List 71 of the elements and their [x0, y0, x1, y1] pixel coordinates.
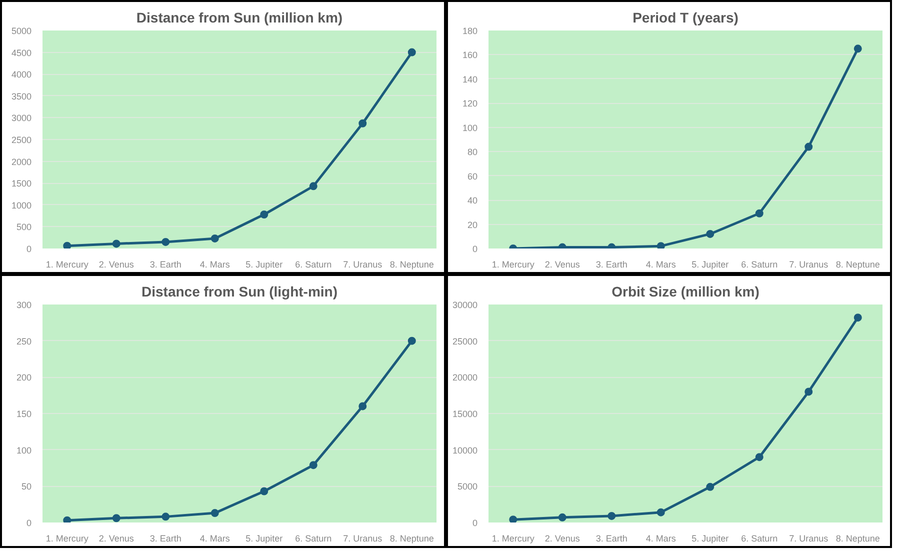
y-tick-label: 5000 [457, 482, 478, 492]
y-tick-label: 10000 [452, 445, 478, 456]
y-tick-label: 3000 [11, 113, 32, 124]
y-tick-label: 25000 [452, 336, 478, 346]
y-tick-label: 15000 [452, 409, 478, 419]
y-tick-label: 20000 [452, 372, 478, 383]
x-tick-label: 7. Uranus [343, 260, 383, 270]
y-tick-label: 0 [472, 518, 478, 528]
y-tick-label: 4500 [11, 48, 32, 58]
x-tick-label: 4. Mars [200, 260, 230, 270]
y-tick-label: 1500 [11, 178, 32, 189]
y-tick-label: 5000 [11, 26, 32, 36]
x-tick-label: 7. Uranus [789, 260, 829, 270]
x-tick-label: 4. Mars [646, 260, 676, 270]
y-tick-label: 180 [462, 26, 478, 36]
y-tick-label: 120 [462, 98, 478, 109]
y-tick-label: 2500 [11, 135, 32, 145]
x-tick-label: 6. Saturn [295, 260, 332, 270]
x-tick-label: 3. Earth [596, 260, 628, 270]
chart-title: Period T (years) [632, 10, 738, 26]
x-tick-label: 1. Mercury [492, 534, 535, 544]
x-tick-label: 1. Mercury [46, 260, 89, 270]
y-tick-label: 300 [16, 300, 32, 310]
x-tick-label: 3. Earth [150, 260, 182, 270]
y-tick-label: 160 [462, 50, 478, 60]
x-tick-label: 8. Neptune [836, 534, 880, 544]
y-tick-label: 80 [467, 147, 478, 158]
chart-title: Distance from Sun (light-min) [142, 284, 338, 300]
x-tick-label: 2. Venus [544, 260, 580, 270]
y-tick-label: 200 [16, 372, 32, 383]
y-tick-label: 30000 [452, 300, 478, 310]
x-tick-label: 1. Mercury [492, 260, 535, 270]
y-tick-label: 500 [16, 222, 32, 232]
x-tick-label: 5. Jupiter [692, 260, 729, 270]
x-tick-label: 5. Jupiter [246, 260, 283, 270]
x-tick-label: 2. Venus [98, 260, 134, 270]
chart-title: Distance from Sun (million km) [136, 10, 343, 26]
x-tick-label: 5. Jupiter [246, 534, 283, 544]
x-tick-label: 3. Earth [596, 534, 628, 544]
x-tick-label: 7. Uranus [789, 534, 829, 544]
x-tick-label: 5. Jupiter [692, 534, 729, 544]
y-tick-label: 140 [462, 74, 478, 84]
chart-title: Orbit Size (million km) [612, 284, 760, 300]
y-tick-label: 20 [467, 220, 478, 230]
y-tick-label: 50 [21, 482, 32, 492]
x-tick-label: 7. Uranus [343, 534, 383, 544]
y-tick-label: 40 [467, 196, 478, 206]
y-tick-label: 0 [26, 244, 32, 254]
x-tick-label: 6. Saturn [741, 534, 778, 544]
y-tick-label: 0 [26, 518, 32, 528]
x-tick-label: 2. Venus [544, 534, 580, 544]
x-tick-label: 6. Saturn [295, 534, 332, 544]
x-tick-label: 8. Neptune [390, 260, 434, 270]
x-tick-label: 2. Venus [98, 534, 134, 544]
y-tick-label: 0 [472, 244, 478, 254]
y-tick-label: 150 [16, 409, 32, 419]
x-tick-label: 4. Mars [646, 534, 676, 544]
x-tick-label: 4. Mars [200, 534, 230, 544]
y-tick-label: 4000 [11, 70, 32, 80]
y-tick-label: 1000 [11, 200, 32, 210]
y-tick-label: 2000 [11, 156, 32, 167]
x-tick-label: 8. Neptune [390, 534, 434, 544]
x-tick-label: 3. Earth [150, 534, 182, 544]
x-tick-label: 6. Saturn [741, 260, 778, 270]
y-tick-label: 60 [467, 171, 478, 182]
y-tick-label: 250 [16, 336, 32, 346]
y-tick-label: 3500 [11, 91, 32, 102]
y-tick-label: 100 [16, 445, 32, 456]
x-tick-label: 8. Neptune [836, 260, 880, 270]
y-tick-label: 100 [462, 122, 478, 133]
x-tick-label: 1. Mercury [46, 534, 89, 544]
